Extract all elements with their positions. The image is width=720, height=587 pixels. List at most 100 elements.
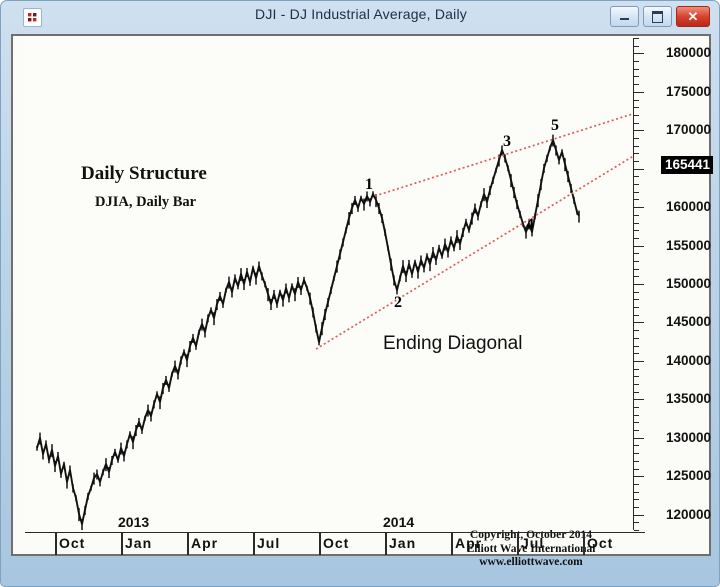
- axis-tick-minor: [634, 376, 639, 378]
- chart-plot-area[interactable]: [25, 36, 633, 531]
- axis-tick-minor: [634, 383, 639, 385]
- axis-tick-minor: [634, 114, 639, 116]
- axis-tick-minor: [634, 345, 639, 347]
- axis-tick-minor: [634, 422, 639, 424]
- axis-tick-minor: [634, 260, 639, 262]
- axis-tick-major: [634, 53, 644, 55]
- date-tick-label: Jan: [389, 535, 417, 551]
- axis-tick-major: [634, 207, 644, 209]
- wave-label-3: 3: [503, 133, 511, 150]
- price-label-130000: 130000: [665, 429, 711, 445]
- price-label-150000: 150000: [665, 276, 711, 291]
- window-title: DJI - DJ Industrial Average, Daily: [255, 6, 467, 22]
- axis-tick-major: [634, 284, 644, 285]
- price-label-155000: 155000: [665, 237, 711, 253]
- price-label-160000: 160000: [665, 199, 711, 215]
- wave-label-1: 1: [365, 176, 373, 193]
- axis-tick-minor: [634, 38, 639, 39]
- axis-tick-minor: [634, 176, 639, 178]
- date-tick-label: Jul: [257, 535, 281, 551]
- axis-tick-minor: [634, 483, 639, 485]
- axis-tick-minor: [634, 184, 639, 186]
- axis-tick-major: [634, 476, 644, 478]
- axis-tick-minor: [634, 491, 639, 493]
- date-tick-line: [385, 533, 387, 555]
- chart-annotation-title: Daily Structure: [81, 163, 207, 184]
- minimize-button[interactable]: [610, 6, 639, 27]
- axis-tick-major: [634, 168, 644, 170]
- date-tick-line: [517, 533, 519, 555]
- date-tick-label: Jul: [521, 535, 545, 551]
- axis-tick-minor: [634, 84, 639, 86]
- axis-tick-minor: [634, 268, 639, 270]
- minimize-icon: [620, 18, 629, 20]
- date-tick-label: Jan: [125, 535, 153, 551]
- date-tick-line: [451, 533, 453, 555]
- axis-tick-minor: [634, 161, 639, 162]
- axis-tick-major: [634, 360, 644, 362]
- wave-label-2: 2: [394, 294, 402, 311]
- date-tick-label: Oct: [323, 535, 350, 551]
- price-label-125000: 125000: [665, 468, 711, 484]
- wave-label-4: 4: [526, 216, 534, 233]
- axis-tick-minor: [634, 237, 639, 239]
- wave-label-5: 5: [551, 117, 559, 134]
- axis-tick-major: [634, 91, 644, 93]
- chart-annotation-subtitle: DJIA, Daily Bar: [95, 194, 197, 210]
- axis-tick-major: [634, 245, 644, 247]
- year-label-2014: 2014: [383, 514, 415, 530]
- price-label-135000: 135000: [665, 391, 711, 407]
- axis-tick-minor: [634, 368, 639, 370]
- axis-tick-minor: [634, 99, 639, 101]
- axis-tick-minor: [634, 468, 639, 470]
- date-axis: Oct Jan Apr Jul Oct Jan Apr Jul Oct: [25, 532, 645, 557]
- title-bar[interactable]: DJI - DJ Industrial Average, Daily ✕: [1, 1, 720, 31]
- axis-tick-minor: [634, 122, 639, 124]
- lower-diagonal-trendline: [315, 155, 633, 350]
- axis-tick-minor: [634, 145, 639, 147]
- axis-tick-minor: [634, 522, 639, 524]
- price-label-120000: 120000: [665, 506, 711, 522]
- year-label-2013: 2013: [118, 514, 150, 530]
- axis-tick-minor: [634, 506, 639, 508]
- date-tick-label: Oct: [587, 535, 614, 551]
- axis-tick-minor: [634, 191, 639, 193]
- close-button[interactable]: ✕: [676, 6, 710, 27]
- date-tick-line: [583, 533, 585, 555]
- axis-tick-major: [634, 514, 644, 516]
- axis-tick-minor: [634, 299, 639, 301]
- axis-tick-minor: [634, 407, 639, 408]
- axis-tick-minor: [634, 137, 639, 139]
- axis-tick-minor: [634, 314, 639, 316]
- axis-tick-minor: [634, 214, 639, 216]
- price-label-170000: 170000: [665, 122, 711, 138]
- axis-tick-minor: [634, 107, 639, 109]
- axis-tick-minor: [634, 307, 639, 309]
- copyright-line-2: Elliott Wave International: [466, 542, 596, 555]
- chart-app-icon: [23, 8, 42, 27]
- axis-tick-minor: [634, 330, 639, 332]
- price-label-180000: 180000: [665, 45, 711, 61]
- maximize-icon: [652, 10, 663, 23]
- date-tick-line: [187, 533, 189, 555]
- axis-tick-minor: [634, 453, 639, 455]
- chart-frame: Daily Structure DJIA, Daily Bar Ending D…: [11, 34, 713, 568]
- app-logo-glyph: [28, 13, 37, 22]
- axis-tick-minor: [634, 199, 639, 201]
- axis-tick-minor: [634, 45, 639, 47]
- window-controls: ✕: [610, 6, 710, 27]
- date-tick-line: [55, 533, 57, 555]
- current-price-marker: 165441: [660, 156, 713, 175]
- date-tick-label: Apr: [191, 535, 219, 551]
- right-price-axis: [633, 38, 646, 531]
- axis-tick-minor: [634, 276, 639, 278]
- price-chart-svg: [36, 112, 633, 531]
- maximize-button[interactable]: [643, 6, 672, 27]
- axis-tick-minor: [634, 230, 639, 232]
- price-label-140000: 140000: [665, 352, 711, 368]
- date-tick-line: [121, 533, 123, 555]
- ending-diagonal-label: Ending Diagonal: [383, 333, 523, 354]
- axis-tick-minor: [634, 337, 639, 339]
- axis-tick-minor: [634, 445, 639, 447]
